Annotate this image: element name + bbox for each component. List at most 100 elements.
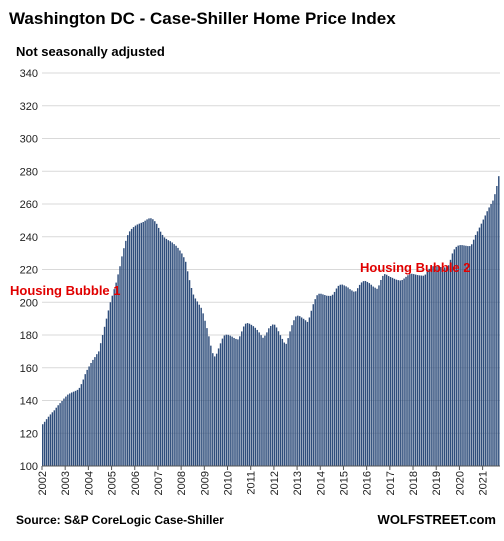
bar — [401, 279, 403, 466]
bar — [107, 310, 110, 466]
bar — [420, 275, 423, 466]
bar — [98, 351, 100, 467]
bar — [94, 357, 96, 466]
bar — [198, 304, 200, 466]
bar — [121, 256, 123, 466]
bar — [472, 239, 475, 466]
bar — [258, 332, 260, 466]
bar — [405, 276, 407, 466]
y-tick-label: 300 — [20, 134, 38, 146]
bar — [283, 342, 285, 466]
bar — [297, 315, 299, 466]
bar — [438, 266, 440, 466]
bar — [105, 318, 108, 467]
bar — [90, 363, 92, 466]
bar — [422, 275, 425, 466]
bar — [65, 396, 67, 466]
bar — [262, 337, 264, 466]
bar — [285, 343, 287, 466]
bar — [241, 331, 243, 466]
bar — [498, 176, 500, 466]
bar — [70, 392, 73, 466]
bar — [391, 277, 394, 466]
bar — [453, 249, 456, 466]
bar — [202, 313, 204, 466]
bar — [235, 338, 237, 466]
bar — [349, 289, 351, 466]
bar — [457, 245, 459, 466]
bar — [358, 284, 361, 466]
bar — [96, 354, 98, 466]
bar — [366, 281, 369, 466]
bar — [339, 284, 342, 466]
bar — [47, 416, 50, 466]
bar — [374, 287, 376, 466]
bar — [343, 285, 345, 466]
bar — [328, 295, 330, 466]
x-tick-label: 2008 — [176, 471, 188, 495]
bar — [72, 391, 75, 466]
bar — [194, 298, 197, 466]
chart-title: Washington DC - Case-Shiller Home Price … — [9, 9, 396, 28]
bar — [459, 245, 461, 466]
bar — [173, 244, 175, 466]
bar — [165, 238, 168, 466]
bar — [225, 334, 228, 466]
bar — [273, 324, 276, 466]
bar — [74, 390, 77, 466]
bar — [69, 393, 71, 466]
x-tick-label: 2012 — [269, 471, 281, 495]
bar — [289, 331, 291, 466]
x-tick-label: 2006 — [130, 471, 142, 495]
bar — [254, 327, 256, 466]
bar — [492, 200, 494, 466]
bar — [362, 281, 365, 466]
bar — [380, 279, 382, 466]
bar — [219, 343, 222, 466]
bar — [215, 353, 218, 466]
bar — [409, 274, 411, 466]
x-tick-label: 2004 — [83, 471, 95, 495]
bar — [414, 274, 417, 466]
bar — [101, 335, 104, 466]
bar — [436, 266, 438, 466]
bar — [304, 320, 307, 466]
y-tick-label: 220 — [20, 265, 38, 277]
bar — [227, 334, 229, 466]
bar — [146, 219, 148, 466]
bar — [484, 215, 486, 466]
bar — [490, 204, 492, 466]
annotation-housing-bubble-2: Housing Bubble 2 — [360, 260, 471, 275]
bar — [345, 286, 347, 466]
bar — [167, 240, 170, 466]
bar — [99, 343, 102, 466]
bar — [486, 211, 488, 466]
bar — [416, 275, 419, 466]
bar — [287, 338, 289, 466]
bar — [434, 266, 436, 466]
bar — [169, 241, 171, 466]
y-tick-label: 180 — [20, 330, 38, 342]
bar — [119, 266, 121, 466]
bar — [244, 323, 247, 466]
bar — [264, 335, 266, 466]
bar — [451, 253, 454, 466]
bar — [368, 283, 371, 466]
bar — [488, 207, 490, 466]
bar — [84, 374, 86, 466]
bar — [80, 384, 83, 467]
bar — [171, 242, 173, 466]
bar — [449, 259, 452, 466]
bar — [134, 225, 137, 466]
bar — [42, 424, 44, 466]
bar — [385, 274, 388, 466]
bar — [326, 295, 328, 466]
x-tick-label: 2010 — [223, 471, 235, 495]
bar — [302, 318, 305, 466]
bar — [335, 288, 338, 466]
annotation-housing-bubble-1: Housing Bubble 1 — [10, 283, 121, 298]
bar — [217, 348, 220, 466]
bar — [320, 293, 322, 466]
bar — [190, 288, 193, 466]
